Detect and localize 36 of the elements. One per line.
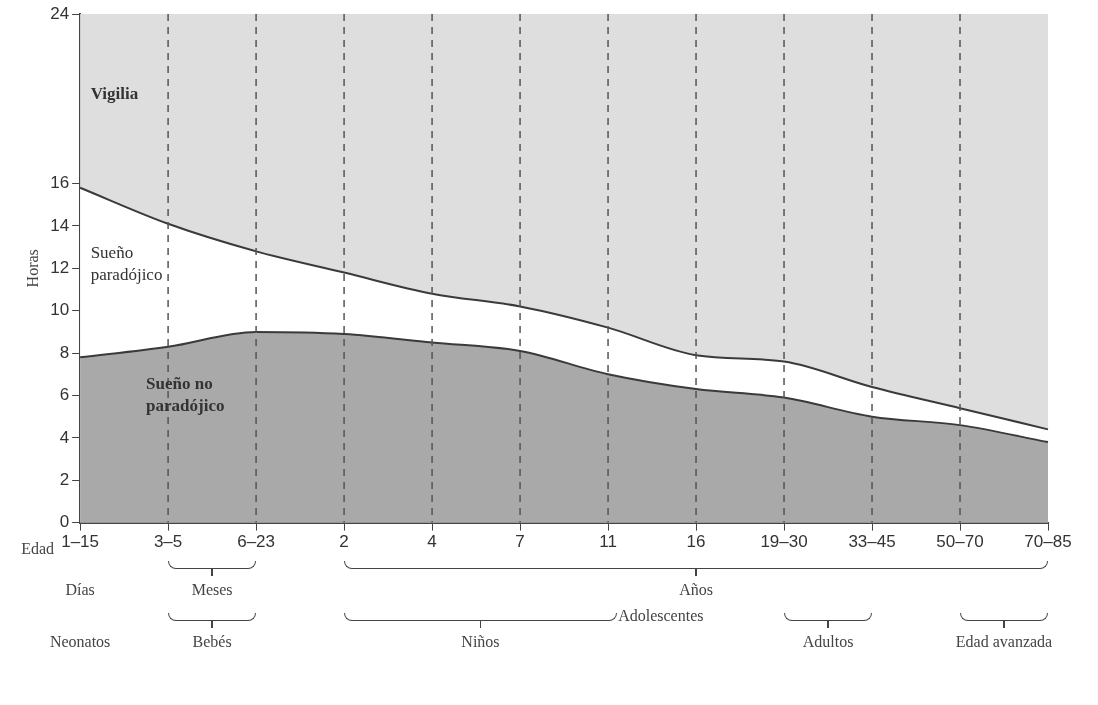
x-axis-title: Edad	[21, 539, 55, 557]
x-tick-label: 11	[599, 532, 617, 552]
x-tick-label: 19–30	[760, 532, 808, 552]
annotation: Vigilia	[90, 83, 139, 103]
series-label: Sueño paradójico	[90, 242, 163, 284]
y-tick-label: 6	[59, 385, 70, 405]
y-tick-label: 8	[59, 342, 70, 362]
text: Neonatos	[49, 632, 111, 651]
x-tick-label: 33–45	[848, 532, 896, 552]
x-tick-label: 6–23	[237, 532, 275, 552]
text: Edad avanzada	[955, 632, 1053, 651]
y-axis-title: Horas	[23, 249, 41, 288]
text: Meses	[191, 580, 233, 599]
text: Años	[679, 580, 713, 599]
x-tick-label: 2	[339, 532, 349, 552]
x-tick-label: 70–85	[1024, 532, 1072, 552]
y-tick-label: 4	[59, 427, 70, 447]
x-tick-label: 4	[427, 532, 437, 552]
text: Bebés	[192, 632, 232, 651]
text: Adultos	[802, 632, 854, 651]
y-tick-label: 10	[50, 300, 70, 320]
y-tick-label: 12	[50, 257, 70, 277]
y-tick-label: 2	[59, 469, 70, 489]
series-label: Sueño no paradójico	[146, 374, 225, 416]
y-tick-label: 24	[50, 3, 70, 23]
x-tick-label: 50–70	[936, 532, 984, 552]
y-tick-label: 0	[59, 512, 70, 532]
x-tick-label: 16	[686, 532, 706, 552]
y-tick-label: 14	[50, 215, 70, 235]
x-tick-label: 3–5	[153, 532, 183, 552]
x-tick-label: 1–15	[61, 532, 100, 552]
text: Adolescentes	[618, 606, 704, 625]
text: Niños	[461, 632, 500, 651]
x-tick-label: 7	[515, 532, 525, 552]
text: Días	[65, 580, 95, 599]
y-tick-label: 16	[50, 173, 70, 193]
